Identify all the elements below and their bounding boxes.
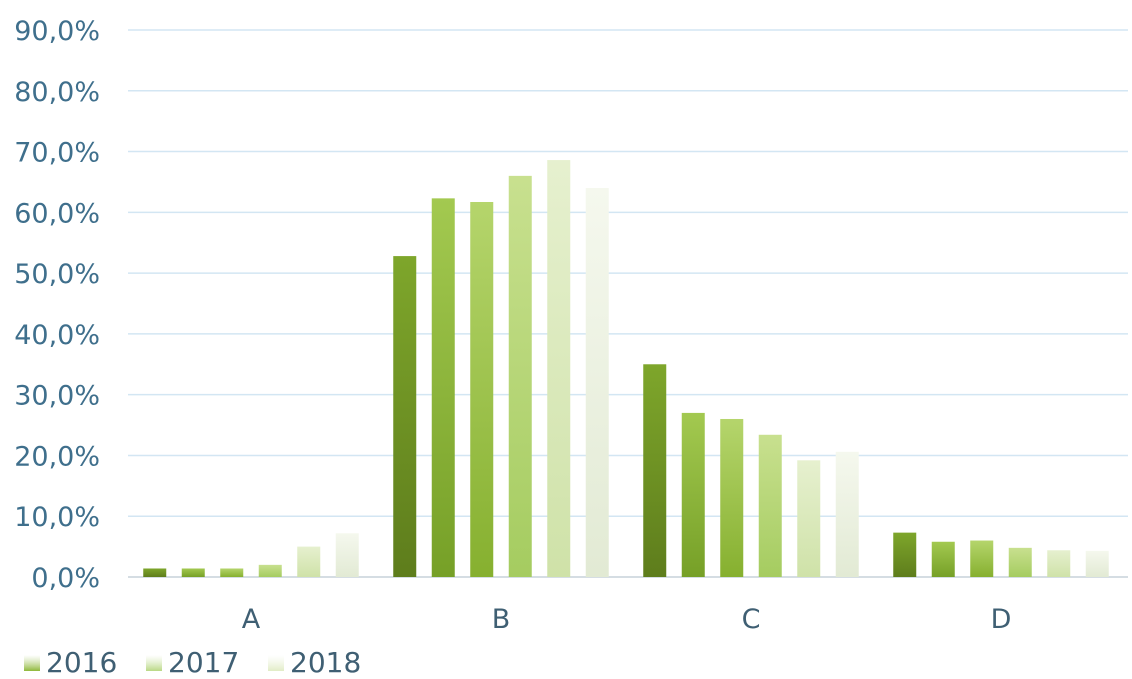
bars xyxy=(143,160,1109,578)
y-tick-label: 20,0% xyxy=(14,441,100,472)
x-axis-categories: A B C D xyxy=(242,604,1012,635)
bar-d-1 xyxy=(893,532,917,577)
x-category-label: D xyxy=(991,604,1012,635)
y-tick-label: 40,0% xyxy=(14,320,100,351)
bar-d-4 xyxy=(1008,547,1032,577)
y-tick-label: 60,0% xyxy=(14,198,100,229)
bar-d-5 xyxy=(1047,550,1071,577)
bar-b-5 xyxy=(547,160,571,577)
x-category-label: A xyxy=(242,604,261,635)
y-tick-label: 90,0% xyxy=(14,16,100,47)
bar-b-4 xyxy=(508,175,532,577)
y-tick-label: 80,0% xyxy=(14,77,100,108)
bar-c-4 xyxy=(758,434,782,577)
x-category-label: B xyxy=(492,604,511,635)
y-tick-label: 10,0% xyxy=(14,502,100,533)
bar-c-1 xyxy=(643,364,667,577)
bar-c-3 xyxy=(720,418,744,577)
bar-d-3 xyxy=(970,540,994,577)
bar-a-1 xyxy=(143,568,167,577)
bar-d-2 xyxy=(931,541,955,577)
legend-swatch-2017 xyxy=(146,655,162,671)
bar-c-2 xyxy=(681,412,705,577)
bar-c-5 xyxy=(797,460,821,577)
bar-a-5 xyxy=(297,546,321,577)
y-axis-ticks: 0,0% 10,0% 20,0% 30,0% 40,0% 50,0% 60,0% 70,0% 8… xyxy=(14,16,100,594)
bar-b-2 xyxy=(431,198,455,578)
bar-a-2 xyxy=(181,568,205,577)
y-tick-label: 50,0% xyxy=(14,259,100,290)
legend-swatch-2016 xyxy=(24,655,40,671)
gridlines xyxy=(128,29,1128,578)
y-tick-label: 70,0% xyxy=(14,138,100,169)
bar-b-1 xyxy=(393,256,417,577)
bar-b-3 xyxy=(470,202,494,578)
legend-swatch-2018 xyxy=(268,655,284,671)
legend-label-2018: 2018 xyxy=(290,646,361,679)
legend-label-2016: 2016 xyxy=(46,646,117,679)
bar-c-6 xyxy=(835,451,859,577)
bar-a-6 xyxy=(335,533,359,577)
x-category-label: C xyxy=(742,604,761,635)
y-tick-label: 0,0% xyxy=(31,563,100,594)
legend-label-2017: 2017 xyxy=(168,646,239,679)
y-tick-label: 30,0% xyxy=(14,381,100,412)
bar-a-3 xyxy=(220,568,244,577)
bar-a-4 xyxy=(258,564,282,577)
bar-b-6 xyxy=(585,188,609,577)
bar-d-6 xyxy=(1085,550,1109,577)
legend: 2016 2017 2018 xyxy=(24,646,361,679)
